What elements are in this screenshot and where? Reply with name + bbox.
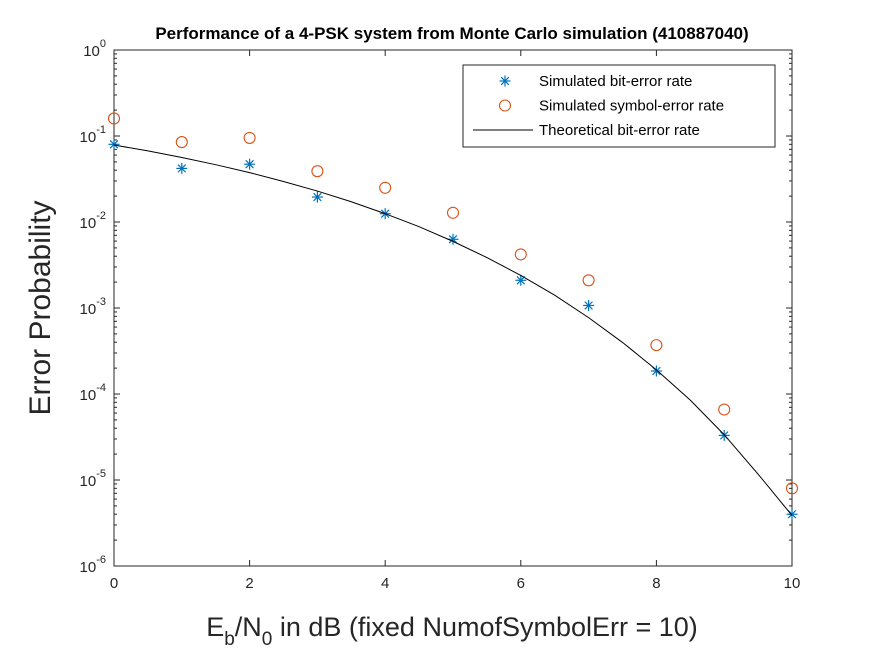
y-tick-label: 10-3 bbox=[80, 296, 106, 318]
x-tick-label: 6 bbox=[517, 575, 525, 592]
simulated-ser-point bbox=[582, 274, 595, 287]
x-tick-label: 8 bbox=[652, 575, 660, 592]
simulated-ser-point bbox=[379, 181, 392, 194]
y-tick-exponent: -2 bbox=[96, 210, 106, 222]
x-tick-label: 4 bbox=[381, 575, 389, 592]
y-tick-base: 10 bbox=[80, 301, 97, 318]
x-tick-label: 0 bbox=[110, 575, 118, 592]
y-tick-exponent: 0 bbox=[100, 38, 106, 50]
simulated-ber-point bbox=[650, 365, 662, 377]
simulated-ser-point bbox=[718, 403, 731, 416]
x-axis-label-e: E bbox=[206, 612, 224, 642]
simulated-ber-point bbox=[244, 158, 256, 170]
x-axis-label-sub-b: b bbox=[224, 629, 235, 650]
y-tick-base: 10 bbox=[80, 387, 97, 404]
y-tick-exponent: -5 bbox=[96, 468, 106, 480]
y-tick-exponent: -3 bbox=[96, 296, 106, 308]
theoretical-ber-line bbox=[113, 144, 793, 516]
legend-label: Simulated bit-error rate bbox=[539, 73, 692, 90]
y-tick-label: 10-2 bbox=[80, 210, 106, 232]
x-tick-label: 10 bbox=[784, 575, 801, 592]
simulated-ber-point bbox=[515, 274, 527, 286]
y-axis-label-group: Error Probability bbox=[24, 200, 57, 415]
simulated-ber-point bbox=[583, 299, 595, 311]
legend-circle-icon bbox=[498, 99, 512, 112]
x-tick-label: 2 bbox=[245, 575, 253, 592]
simulated-ber-point bbox=[108, 138, 120, 150]
simulated-ber-point bbox=[176, 162, 188, 174]
legend-label: Simulated symbol-error rate bbox=[539, 98, 724, 115]
simulated-ser-point bbox=[650, 339, 663, 352]
simulated-ber-point bbox=[311, 191, 323, 203]
legend-label: Theoretical bit-error rate bbox=[539, 122, 700, 139]
y-axis-label: Error Probability bbox=[24, 200, 57, 415]
x-axis-label-rest: in dB (fixed NumofSymbolErr = 10) bbox=[272, 612, 697, 642]
simulated-ser-point bbox=[446, 206, 460, 219]
x-axis-label-sub-0: 0 bbox=[262, 629, 273, 650]
y-tick-exponent: -4 bbox=[96, 382, 106, 394]
simulated-ser-point bbox=[107, 112, 121, 125]
x-axis-label: Eb/N0 in dB (fixed NumofSymbolErr = 10) bbox=[206, 612, 698, 650]
legend-asterisk-icon bbox=[499, 75, 511, 87]
y-tick-exponent: -6 bbox=[96, 554, 106, 566]
legend-box bbox=[462, 64, 776, 148]
y-tick-base: 10 bbox=[80, 559, 97, 576]
y-tick-label: 100 bbox=[83, 38, 106, 60]
simulated-ser-point bbox=[514, 248, 527, 261]
y-tick-label: 10-1 bbox=[80, 124, 106, 146]
legend: Simulated bit-error rate Simulated symbol… bbox=[462, 64, 776, 148]
simulated-ser-point bbox=[243, 131, 256, 144]
y-tick-base: 10 bbox=[83, 43, 100, 60]
y-tick-exponent: -1 bbox=[96, 124, 106, 136]
x-axis-label-slash-n: /N bbox=[235, 612, 262, 642]
y-tick-label: 10-5 bbox=[80, 468, 106, 490]
y-tick-label: 10-6 bbox=[80, 554, 106, 576]
simulated-ser-point bbox=[311, 165, 324, 178]
y-tick-base: 10 bbox=[80, 215, 97, 232]
simulated-ser-point bbox=[175, 136, 188, 149]
y-tick-base: 10 bbox=[80, 129, 97, 146]
y-tick-label: 10-4 bbox=[80, 382, 106, 404]
y-tick-base: 10 bbox=[80, 473, 97, 490]
chart-title: Performance of a 4-PSK system from Monte… bbox=[155, 24, 748, 43]
simulated-ser-point bbox=[785, 482, 799, 495]
